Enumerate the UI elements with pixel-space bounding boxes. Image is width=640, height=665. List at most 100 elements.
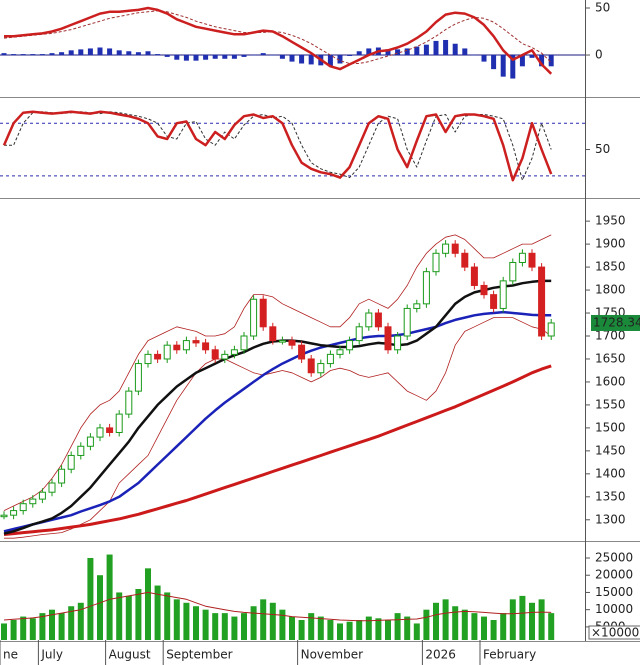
volume-bar	[433, 602, 439, 640]
histogram-bar	[251, 55, 257, 56]
histogram-bar	[548, 55, 554, 67]
volume-bar	[269, 602, 276, 640]
candle	[278, 340, 286, 343]
series-line	[4, 6, 553, 75]
histogram-bar	[155, 54, 161, 56]
candle	[173, 344, 181, 351]
histogram-bar	[414, 46, 420, 56]
histogram-bar	[347, 55, 353, 56]
histogram-bar	[260, 53, 266, 56]
histogram-bar	[423, 44, 429, 56]
histogram-bar	[97, 47, 103, 56]
volume-bar	[97, 575, 103, 640]
histogram-bar	[193, 55, 199, 61]
histogram-bar	[462, 48, 468, 56]
histogram-bar	[481, 55, 487, 62]
histogram-bar	[164, 55, 170, 57]
volume-bar	[317, 616, 324, 640]
histogram-bar	[279, 55, 285, 59]
histogram-bar	[308, 55, 314, 65]
volume-bar	[346, 621, 353, 640]
volume-bar	[183, 602, 190, 640]
candle	[346, 340, 354, 351]
candle	[413, 303, 421, 309]
candle	[326, 353, 334, 365]
histogram-bar	[270, 55, 276, 56]
volume-bar	[10, 620, 17, 640]
histogram-bar	[539, 55, 545, 67]
volume-bar	[202, 609, 209, 640]
x-tick-label: February	[483, 648, 536, 662]
x-tick-label: 2026	[425, 648, 456, 662]
y-tick-label: 1300	[595, 512, 626, 526]
volume-bar	[509, 599, 516, 640]
volume-bar	[135, 589, 142, 640]
histogram-bar	[404, 48, 410, 56]
histogram-bar	[337, 55, 343, 64]
volume-bar	[231, 616, 238, 640]
candle	[125, 390, 133, 415]
volume-bar	[442, 599, 449, 640]
volume-bar	[481, 616, 487, 640]
y-tick-label: 1650	[595, 351, 626, 365]
histogram-bar	[39, 54, 45, 56]
histogram-bar	[491, 55, 497, 70]
y-tick-label: 1550	[595, 397, 626, 411]
volume-bar	[260, 599, 267, 640]
histogram-bar	[366, 48, 372, 56]
candle	[67, 454, 75, 470]
histogram-bar	[183, 55, 189, 61]
candle	[96, 427, 104, 438]
histogram-bar	[299, 55, 305, 64]
volume-bar	[327, 620, 334, 640]
y-tick-label: 1950	[595, 214, 626, 228]
volume-bar	[279, 609, 286, 640]
y-tick-label: 10000	[595, 602, 633, 616]
volume-bar	[49, 609, 55, 640]
volume-bar	[375, 618, 382, 640]
volume-bar	[519, 595, 526, 640]
y-tick-label: 1400	[595, 466, 626, 480]
volume-bar	[365, 616, 372, 640]
candle	[317, 363, 325, 374]
y-tick-label: 25000	[595, 550, 633, 564]
volume-bar	[529, 602, 535, 640]
histogram-bar	[289, 55, 295, 62]
candle	[0, 514, 8, 518]
x-tick-label: August	[109, 648, 151, 662]
candle	[58, 468, 66, 484]
y-tick-label: 0	[595, 48, 603, 62]
volume-bar	[145, 568, 151, 640]
series-line	[3, 364, 552, 536]
histogram-bar	[116, 50, 122, 56]
volume-bar	[193, 606, 199, 640]
y-tick-label: 1850	[595, 260, 626, 274]
candle	[38, 491, 46, 500]
candle	[77, 445, 85, 456]
last-price-box	[591, 314, 640, 331]
histogram-bar	[68, 50, 74, 56]
x-tick-label: November	[301, 648, 363, 662]
volume-bar	[221, 613, 228, 640]
series-line	[2, 110, 553, 182]
volume-bar	[452, 606, 459, 640]
volume-bar	[106, 554, 113, 640]
volume-bar	[1, 623, 7, 640]
candle	[211, 349, 219, 360]
series-line	[4, 317, 552, 539]
volume-bar	[154, 585, 161, 640]
histogram-bar	[145, 51, 151, 56]
candle	[10, 510, 18, 516]
x-tick-label: July	[40, 648, 63, 662]
histogram-bar	[20, 54, 26, 56]
series-line	[3, 591, 552, 622]
volume-bar	[77, 602, 84, 640]
histogram-bar	[107, 48, 113, 56]
y-tick-label: 50	[595, 142, 610, 156]
volume-bar	[68, 606, 75, 640]
volume-bar	[241, 613, 247, 640]
histogram-bar	[11, 54, 17, 56]
histogram-bar	[174, 55, 180, 60]
plot-area	[0, 6, 585, 79]
